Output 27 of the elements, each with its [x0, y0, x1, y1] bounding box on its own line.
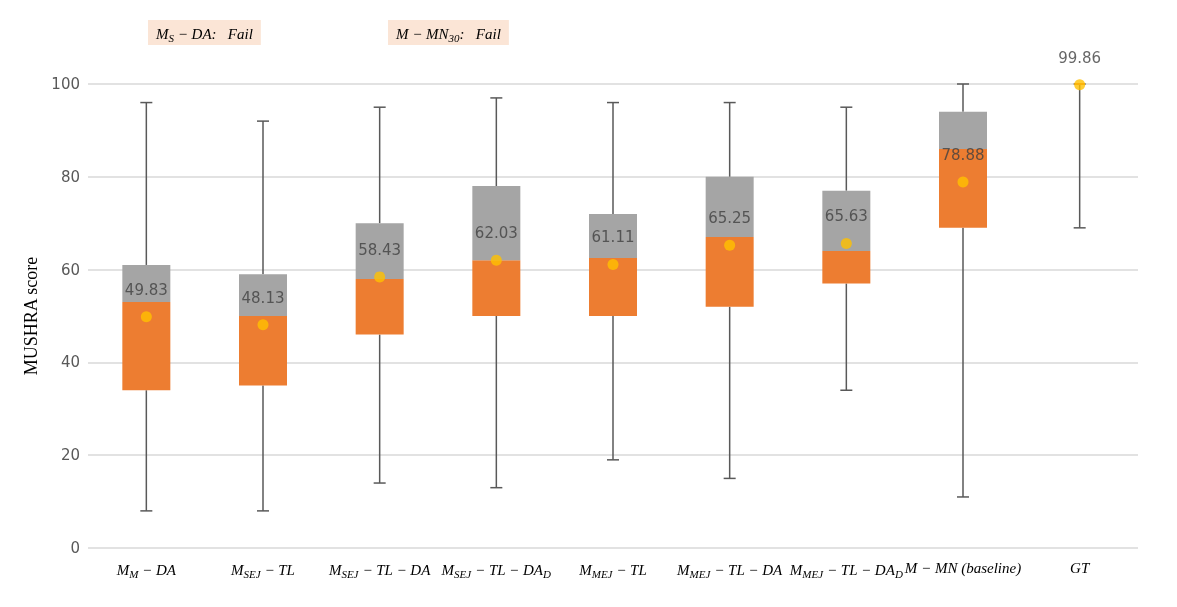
y-tick-label: 100: [51, 75, 80, 93]
x-tick-label: GT: [1070, 559, 1091, 576]
data-label: 62.03: [474, 224, 518, 243]
point: [957, 176, 969, 188]
point: [140, 311, 152, 323]
point: [257, 319, 269, 331]
data-label: 49.83: [124, 280, 168, 299]
y-tick-label: 0: [70, 539, 80, 557]
y-tick-label: 20: [60, 446, 80, 465]
point: [607, 258, 619, 270]
y-tick-label: 40: [60, 353, 80, 372]
point: [490, 254, 502, 266]
y-tick-label: 80: [60, 167, 80, 186]
data-label: 61.11: [591, 228, 635, 247]
data-label: 78.88: [941, 146, 985, 164]
y-tick-label: 60: [60, 260, 80, 279]
y-axis-title: MUSHRA score: [21, 256, 41, 376]
point: [374, 271, 386, 283]
data-label: 65.63: [824, 207, 868, 226]
point: [840, 237, 852, 249]
data-label: 99.86: [1058, 48, 1102, 67]
data-label: 65.25: [708, 209, 752, 228]
data-label: 58.43: [358, 240, 402, 259]
point: [724, 239, 736, 251]
point: [1074, 79, 1086, 91]
data-label: 48.13: [241, 288, 285, 307]
x-tick-label: M − MN (baseline): [903, 559, 1022, 577]
